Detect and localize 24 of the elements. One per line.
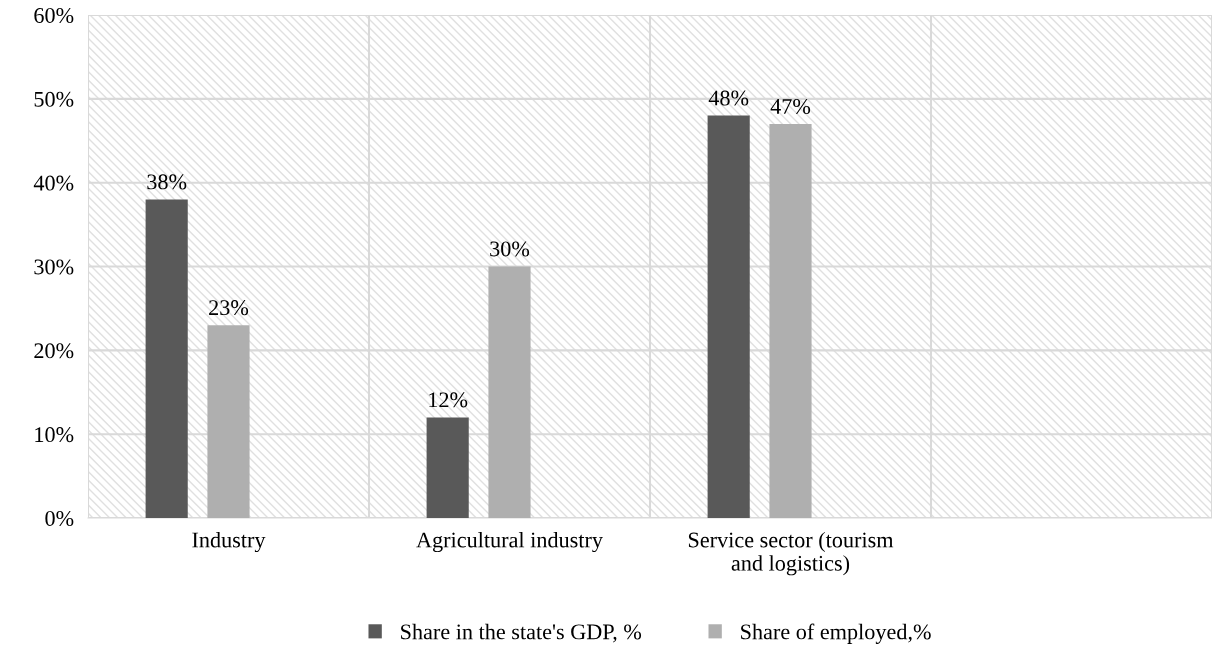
y-tick-label: 30% [34,259,74,275]
x-tick-label: Service sector (tourism and logistics) [688,531,894,576]
bar [769,123,812,518]
bar [707,115,750,518]
data-label: 47% [770,98,811,114]
data-label: 38% [147,174,187,190]
y-tick-label: 0% [45,510,74,526]
data-label: 12% [429,392,468,408]
data-label: 23% [209,300,249,316]
y-tick-label: 50% [34,91,74,107]
data-label: 48% [708,90,749,106]
bar [488,266,531,518]
y-tick-label: 10% [35,427,74,443]
bar [145,199,188,518]
legend-label: Share in the state's GDP, % [401,623,642,643]
data-label: 30% [490,241,530,257]
bar [207,325,250,518]
y-tick-label: 60% [34,7,74,23]
x-tick-label: Agricultural industry [416,531,603,553]
bar [426,417,469,518]
x-tick-label: Industry [192,531,266,553]
y-tick-label: 40% [33,175,74,191]
legend-label: Share of employed,% [741,623,931,644]
y-tick-label: 20% [34,343,74,359]
